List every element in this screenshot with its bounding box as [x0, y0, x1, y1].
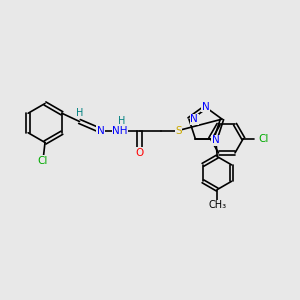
Text: H: H	[118, 116, 125, 126]
Text: N: N	[97, 125, 104, 136]
Text: NH: NH	[112, 125, 128, 136]
Text: H: H	[76, 107, 83, 117]
Text: CH₃: CH₃	[208, 200, 226, 210]
Text: N: N	[190, 114, 198, 124]
Text: Cl: Cl	[258, 134, 268, 144]
Text: H: H	[76, 107, 83, 118]
Text: N: N	[212, 135, 220, 145]
Text: O: O	[135, 148, 144, 158]
Text: Cl: Cl	[38, 155, 48, 166]
Text: N: N	[202, 101, 209, 112]
Text: S: S	[175, 125, 182, 136]
